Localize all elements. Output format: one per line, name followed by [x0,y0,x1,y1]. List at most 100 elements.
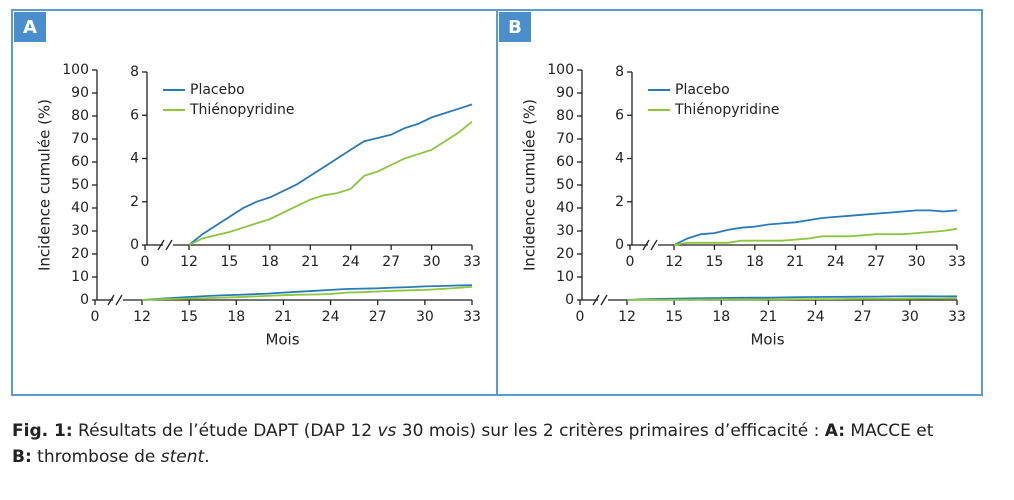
y-tick-label: 6 [615,107,624,123]
axis-break [115,294,123,306]
caption-text: A: [824,421,846,441]
y-tick-label: 80 [556,108,574,124]
caption-text: MACCE et [845,421,934,441]
legend-label: Placebo [190,82,245,98]
x-tick-label: 33 [948,309,966,325]
series-line [141,286,473,301]
x-tick-label: 30 [901,309,919,325]
series-line [673,227,958,246]
legend-label: Placebo [675,82,730,98]
x-axis-label: Mois [265,331,299,349]
series-line [141,284,473,301]
x-tick-label: 18 [746,254,764,270]
y-tick-label: 6 [130,107,139,123]
series-line [626,295,958,301]
caption: Fig. 1: Résultats de l’étude DAPT (DAP 1… [12,418,1002,470]
y-tick-label: 2 [615,194,624,210]
x-tick-label: 15 [180,309,198,325]
caption-text: vs [377,421,397,441]
caption-text: Résultats de l’étude DAPT (DAP 12 [72,421,378,441]
caption-text: Fig. 1: [12,421,73,441]
y-axis-label: Incidence cumulée (%) [521,99,539,271]
x-tick-label: 18 [227,309,245,325]
y-axis-label: Incidence cumulée (%) [36,99,54,271]
y-tick-label: 100 [547,62,574,78]
legend-label: Thiénopyridine [189,102,294,118]
x-tick-label: 21 [760,309,778,325]
y-tick-label: 10 [71,269,89,285]
y-tick-label: 50 [556,177,574,193]
x-tick-label: 27 [369,309,387,325]
axis-break [592,294,600,306]
y-tick-label: 0 [130,237,139,253]
series-line [188,120,473,246]
x-tick-label: 12 [618,309,636,325]
x-tick-label: 12 [180,254,198,270]
x-tick-label: 21 [786,254,804,270]
y-tick-label: 0 [615,237,624,253]
panel-label-box [14,12,46,42]
x-tick-label: 30 [416,309,434,325]
x-tick-label: 0 [91,309,100,325]
x-tick-label: 24 [322,309,340,325]
x-tick-label: 21 [301,254,319,270]
y-tick-label: 90 [556,85,574,101]
y-tick-label: 50 [71,177,89,193]
y-tick-label: 60 [71,154,89,170]
panel-label-box [499,12,531,42]
x-tick-label: 33 [463,254,481,270]
caption-text: . [204,447,210,467]
y-tick-label: 100 [62,62,89,78]
x-tick-label: 24 [342,254,360,270]
caption-text: B: [12,447,32,467]
x-tick-label: 15 [706,254,724,270]
x-tick-label: 0 [626,254,635,270]
y-tick-label: 30 [71,223,89,239]
y-tick-label: 70 [71,131,89,147]
x-tick-label: 18 [712,309,730,325]
y-tick-label: 80 [71,108,89,124]
x-tick-label: 27 [854,309,872,325]
series-line [673,209,958,246]
y-tick-label: 90 [71,85,89,101]
y-tick-label: 8 [615,64,624,80]
x-tick-label: 15 [221,254,239,270]
series-line [626,297,958,301]
x-tick-label: 27 [382,254,400,270]
panel-label: A [23,17,37,38]
y-tick-label: 40 [71,200,89,216]
axis-break [107,294,115,306]
y-tick-label: 10 [556,269,574,285]
series-line [188,103,473,246]
x-axis-label: Mois [750,331,784,349]
y-tick-label: 8 [130,64,139,80]
caption-text: stent [160,447,205,467]
axis-break [157,239,165,251]
y-tick-label: 30 [556,223,574,239]
caption-text: 30 mois) sur les 2 critères primaires d’… [396,421,825,441]
x-tick-label: 27 [867,254,885,270]
panel-label: B [508,17,522,38]
x-tick-label: 18 [261,254,279,270]
x-tick-label: 24 [827,254,845,270]
x-tick-label: 30 [423,254,441,270]
x-tick-label: 15 [665,309,683,325]
x-tick-label: 12 [133,309,151,325]
panel-frame [496,9,983,396]
x-tick-label: 33 [948,254,966,270]
y-tick-label: 70 [556,131,574,147]
x-tick-label: 0 [141,254,150,270]
y-tick-label: 0 [80,292,89,308]
y-tick-label: 0 [565,292,574,308]
axis-break [165,239,173,251]
y-tick-label: 4 [130,151,139,167]
x-tick-label: 0 [576,309,585,325]
x-tick-label: 33 [463,309,481,325]
x-tick-label: 24 [807,309,825,325]
y-tick-label: 60 [556,154,574,170]
